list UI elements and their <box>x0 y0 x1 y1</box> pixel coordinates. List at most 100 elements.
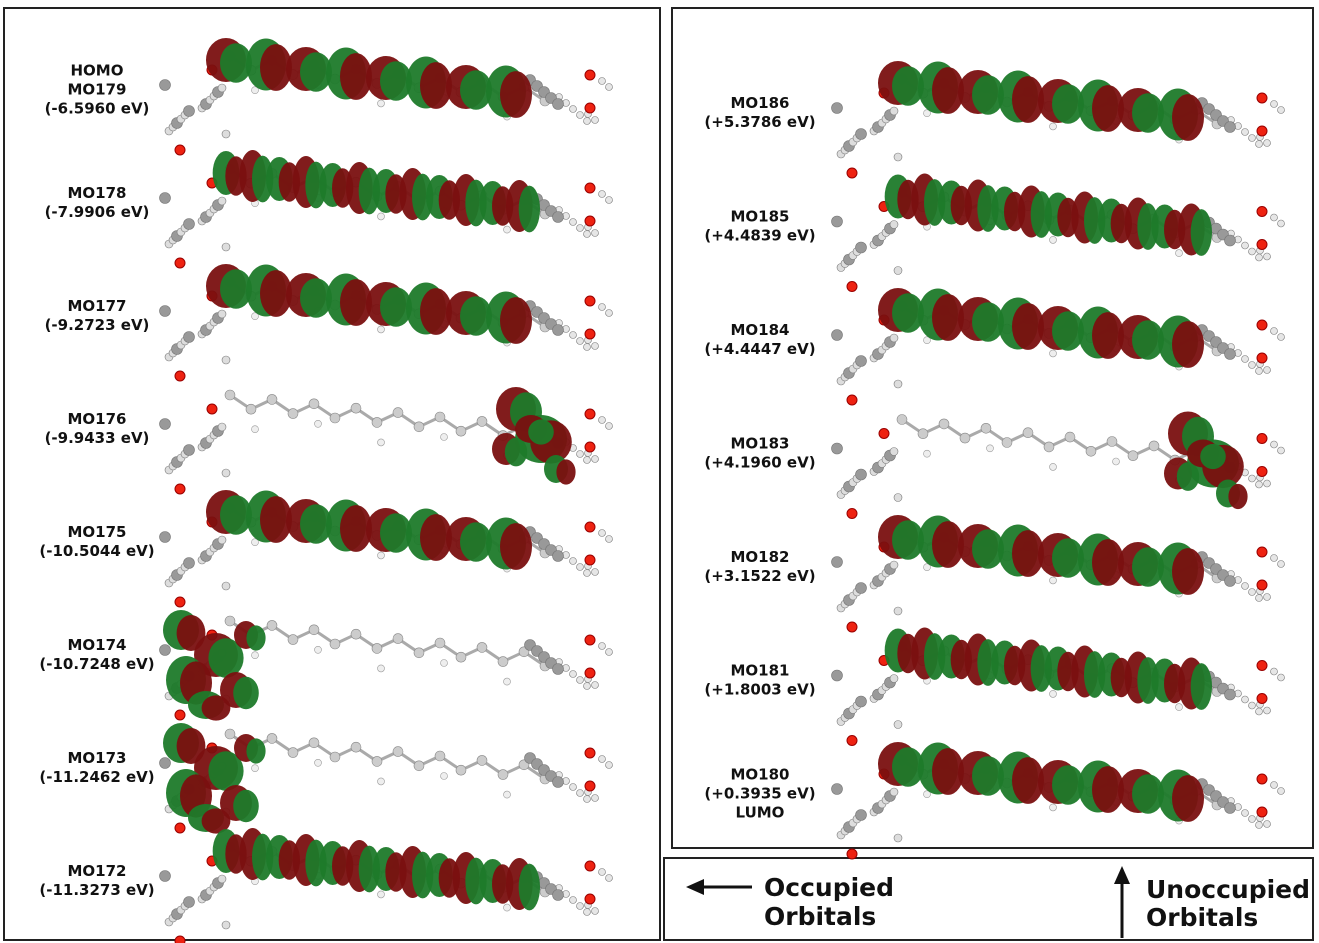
atom <box>1264 140 1271 147</box>
orbital-label: (-9.9433 eV) <box>45 429 150 447</box>
legend-text: Unoccupied <box>1146 875 1310 904</box>
atom <box>847 168 857 178</box>
atom <box>1225 349 1236 360</box>
atom <box>1242 583 1249 590</box>
atom <box>330 413 340 423</box>
atom <box>267 733 277 743</box>
atom <box>606 197 613 204</box>
atom <box>856 242 867 253</box>
atom <box>378 891 385 898</box>
atom <box>832 216 843 227</box>
orbital-label: (-6.5960 eV) <box>45 100 150 118</box>
atom <box>592 795 599 802</box>
atom <box>832 443 843 454</box>
atom <box>585 409 595 419</box>
atom <box>847 395 857 405</box>
atom <box>456 765 466 775</box>
atom <box>477 642 487 652</box>
atom <box>1271 328 1278 335</box>
atom <box>1113 458 1120 465</box>
atom <box>585 781 595 791</box>
atom <box>585 70 595 80</box>
atom <box>894 153 902 161</box>
atom <box>1264 707 1271 714</box>
lobe <box>1177 462 1199 491</box>
lobe <box>519 864 540 911</box>
atom <box>222 130 230 138</box>
atom <box>267 394 277 404</box>
atom <box>1264 253 1271 260</box>
molecule <box>832 742 1285 859</box>
orbital-label: MO186 <box>731 94 790 112</box>
atom <box>218 875 226 883</box>
atom <box>1050 123 1057 130</box>
legend-text: Orbitals <box>764 902 876 931</box>
atom <box>184 558 195 569</box>
atom <box>175 936 185 943</box>
atom <box>847 282 857 292</box>
atom <box>1002 438 1012 448</box>
atom <box>441 660 448 667</box>
atom <box>890 334 898 342</box>
atom <box>599 643 606 650</box>
orbital-label: MO184 <box>731 321 790 339</box>
atom <box>1257 547 1267 557</box>
atom <box>577 903 584 910</box>
atom <box>1257 207 1267 217</box>
atom <box>184 445 195 456</box>
atom <box>1256 141 1263 148</box>
atom <box>585 296 595 306</box>
atom <box>1257 467 1267 477</box>
atom <box>222 356 230 364</box>
atom <box>570 558 577 565</box>
molecule <box>832 288 1285 405</box>
atom <box>606 310 613 317</box>
atom <box>584 457 591 464</box>
atom <box>847 849 857 859</box>
orbital-label: MO183 <box>731 435 790 453</box>
atom <box>553 890 564 901</box>
atom <box>1271 101 1278 108</box>
atom <box>894 607 902 615</box>
atom <box>504 791 511 798</box>
molecule <box>832 174 1285 292</box>
atom <box>577 225 584 232</box>
atom <box>1278 788 1285 795</box>
atom <box>1225 576 1236 587</box>
atom <box>570 332 577 339</box>
atom <box>939 419 949 429</box>
atom <box>1242 129 1249 136</box>
atom <box>393 747 403 757</box>
molecule <box>160 723 613 834</box>
atom <box>218 423 226 431</box>
atom <box>894 721 902 729</box>
atom <box>599 417 606 424</box>
atom <box>592 343 599 350</box>
orbital-label: (-10.5044 eV) <box>39 542 154 560</box>
atom <box>252 426 259 433</box>
atom <box>584 231 591 238</box>
atom <box>175 823 185 833</box>
atom <box>879 429 889 439</box>
atom <box>553 664 564 675</box>
atom <box>175 484 185 494</box>
molecule <box>832 61 1285 178</box>
atom <box>894 834 902 842</box>
atom <box>606 84 613 91</box>
atom <box>1271 668 1278 675</box>
atom <box>218 310 226 318</box>
atom <box>1050 690 1057 697</box>
atom <box>599 78 606 85</box>
atom <box>577 112 584 119</box>
atom <box>606 762 613 769</box>
atom <box>222 921 230 929</box>
atom <box>207 404 217 414</box>
atom <box>372 756 382 766</box>
atom <box>570 671 577 678</box>
atom <box>1249 248 1256 255</box>
atom <box>890 561 898 569</box>
lobe <box>233 677 259 709</box>
atom <box>1271 214 1278 221</box>
atom <box>1257 126 1267 136</box>
atom <box>160 645 171 656</box>
